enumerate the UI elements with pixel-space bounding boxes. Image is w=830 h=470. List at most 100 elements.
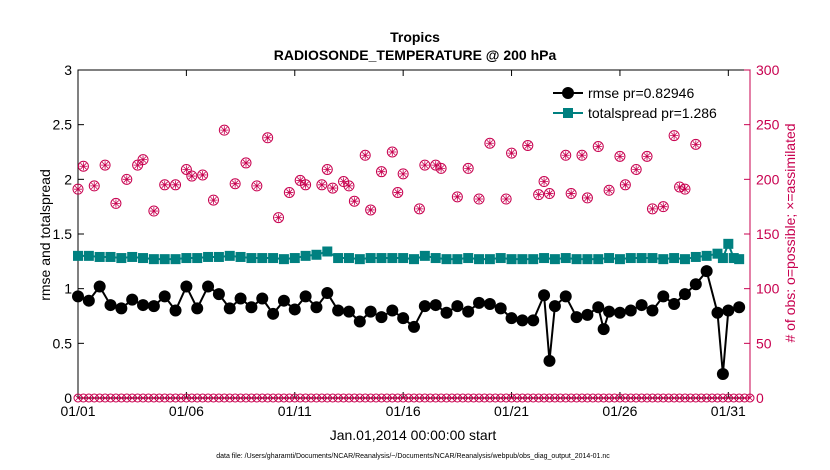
rmse-point — [82, 294, 95, 307]
rmse-point — [543, 354, 556, 367]
rmse-point — [613, 306, 626, 319]
legend-spread-label: totalspread pr=1.286 — [588, 105, 717, 121]
spread-point — [148, 254, 159, 265]
obs-possible-marker — [77, 160, 89, 172]
y2-tick-label: 300 — [756, 62, 780, 78]
rmse-point — [624, 304, 637, 317]
obs-possible-asterisk — [79, 162, 88, 171]
obs-possible-asterisk — [366, 205, 375, 214]
obs-possible-asterisk — [274, 213, 283, 222]
obs-possible-asterisk — [605, 186, 614, 195]
obs-possible-circle — [506, 147, 518, 159]
obs-assimilated-circle — [187, 393, 197, 403]
spread-point — [419, 250, 430, 261]
obs-assimilated-circle — [696, 393, 706, 403]
obs-possible-asterisk — [453, 192, 462, 201]
obs-possible-marker — [121, 173, 133, 185]
obs-possible-circle — [327, 182, 339, 194]
obs-possible-asterisk — [160, 180, 169, 189]
rmse-point — [451, 300, 464, 313]
obs-possible-circle — [435, 162, 447, 174]
obs-possible-asterisk — [680, 185, 689, 194]
rmse-point — [538, 289, 551, 302]
obs-possible-marker — [72, 183, 84, 195]
spread-point — [300, 250, 311, 261]
obs-possible-marker — [88, 180, 100, 192]
obs-assimilated-marker — [745, 393, 755, 403]
obs-assimilated-circle — [111, 393, 121, 403]
obs-possible-circle — [186, 170, 198, 182]
rmse-point — [126, 293, 139, 306]
rmse-point — [72, 290, 84, 303]
obs-possible-marker — [668, 130, 680, 142]
series-layer — [72, 124, 755, 403]
obs-assimilated-circle — [452, 393, 462, 403]
rmse-point — [429, 299, 442, 312]
obs-possible-circle — [451, 191, 463, 203]
rmse-point — [321, 287, 334, 300]
obs-possible-asterisk — [594, 142, 603, 151]
rmse-point — [375, 311, 388, 324]
spread-point — [181, 253, 192, 264]
obs-assimilated-circle — [376, 393, 386, 403]
obs-assimilated-circle — [680, 393, 690, 403]
spread-point — [159, 254, 170, 265]
plot-area — [77, 69, 751, 399]
rmse-point — [115, 302, 128, 315]
y-tick-label: 1.5 — [53, 226, 73, 242]
spread-point — [539, 253, 550, 264]
y2-tick-label: 50 — [756, 335, 772, 351]
obs-assimilated-circle — [279, 393, 289, 403]
obs-assimilated-circle — [198, 393, 208, 403]
obs-possible-asterisk — [621, 180, 630, 189]
obs-possible-asterisk — [567, 189, 576, 198]
obs-possible-asterisk — [464, 164, 473, 173]
obs-assimilated-circle — [301, 393, 311, 403]
obs-possible-marker — [300, 179, 312, 191]
spread-point — [658, 254, 669, 265]
obs-possible-asterisk — [182, 165, 191, 174]
obs-assimilated-circle — [729, 393, 739, 403]
obs-possible-circle — [283, 186, 295, 198]
obs-possible-marker — [500, 193, 512, 205]
obs-assimilated-circle — [78, 393, 88, 403]
obs-possible-circle — [674, 181, 686, 193]
spread-point — [474, 254, 485, 265]
y-tick-label: 1 — [64, 281, 72, 297]
spread-point — [127, 251, 138, 262]
rmse-point — [158, 290, 171, 303]
obs-possible-marker — [413, 203, 425, 215]
legend-rmse-marker — [562, 87, 574, 99]
obs-assimilated-circle — [577, 393, 587, 403]
obs-possible-asterisk — [393, 188, 402, 197]
rmse-point — [223, 302, 236, 315]
obs-assimilated-circle — [436, 393, 446, 403]
obs-possible-asterisk — [323, 165, 332, 174]
obs-assimilated-circle — [382, 393, 392, 403]
obs-assimilated-circle — [528, 393, 538, 403]
obs-assimilated-circle — [143, 393, 153, 403]
obs-assimilated-circle — [133, 393, 143, 403]
obs-possible-asterisk — [133, 161, 142, 170]
spread-point — [517, 254, 528, 265]
obs-possible-circle — [240, 157, 252, 169]
y-tick-label: 0 — [64, 390, 72, 406]
spread-point — [376, 253, 387, 264]
obs-possible-circle — [657, 201, 669, 213]
rmse-point — [353, 315, 366, 328]
obs-assimilated-circle — [349, 393, 359, 403]
obs-possible-circle — [321, 163, 333, 175]
x-tick-label: 01/31 — [711, 403, 746, 419]
obs-assimilated-circle — [658, 393, 668, 403]
obs-assimilated-circle — [675, 393, 685, 403]
obs-assimilated-circle — [485, 393, 495, 403]
obs-possible-asterisk — [420, 161, 429, 170]
obs-possible-marker — [186, 170, 198, 182]
obs-possible-asterisk — [437, 164, 446, 173]
y2-tick-label: 0 — [756, 390, 764, 406]
rmse-point — [397, 312, 410, 325]
rmse-point — [408, 320, 420, 333]
rmse-point — [689, 278, 702, 291]
obs-assimilated-circle — [84, 393, 94, 403]
plot-frame — [77, 69, 751, 399]
